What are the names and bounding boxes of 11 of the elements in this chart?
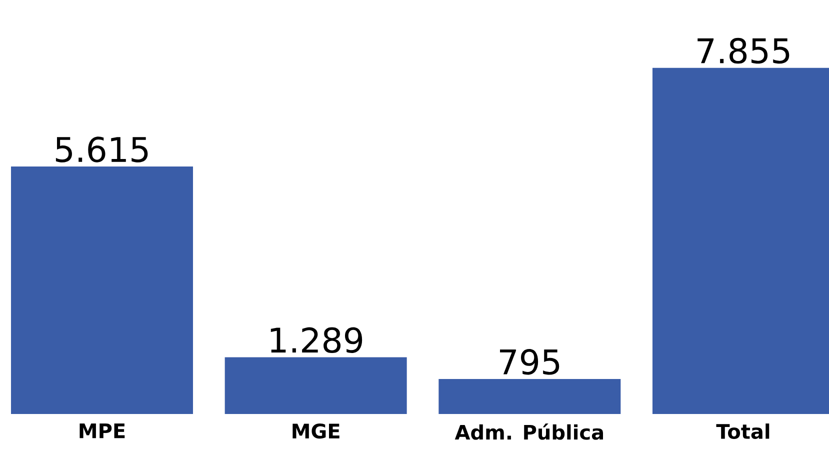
- data-label: 5.615: [56, 136, 148, 162]
- x-tick-label: Total: [716, 424, 770, 439]
- bar: [224, 357, 407, 414]
- bar: [10, 166, 193, 414]
- x-tick-label: MPE: [80, 424, 125, 438]
- x-tick-label: Adm. Pública: [454, 424, 603, 440]
- x-tick-label: MGE: [292, 424, 340, 439]
- data-label: 795: [500, 349, 560, 375]
- data-label: 7.855: [698, 38, 790, 64]
- data-label: 1.289: [270, 327, 362, 353]
- bar: [438, 378, 621, 414]
